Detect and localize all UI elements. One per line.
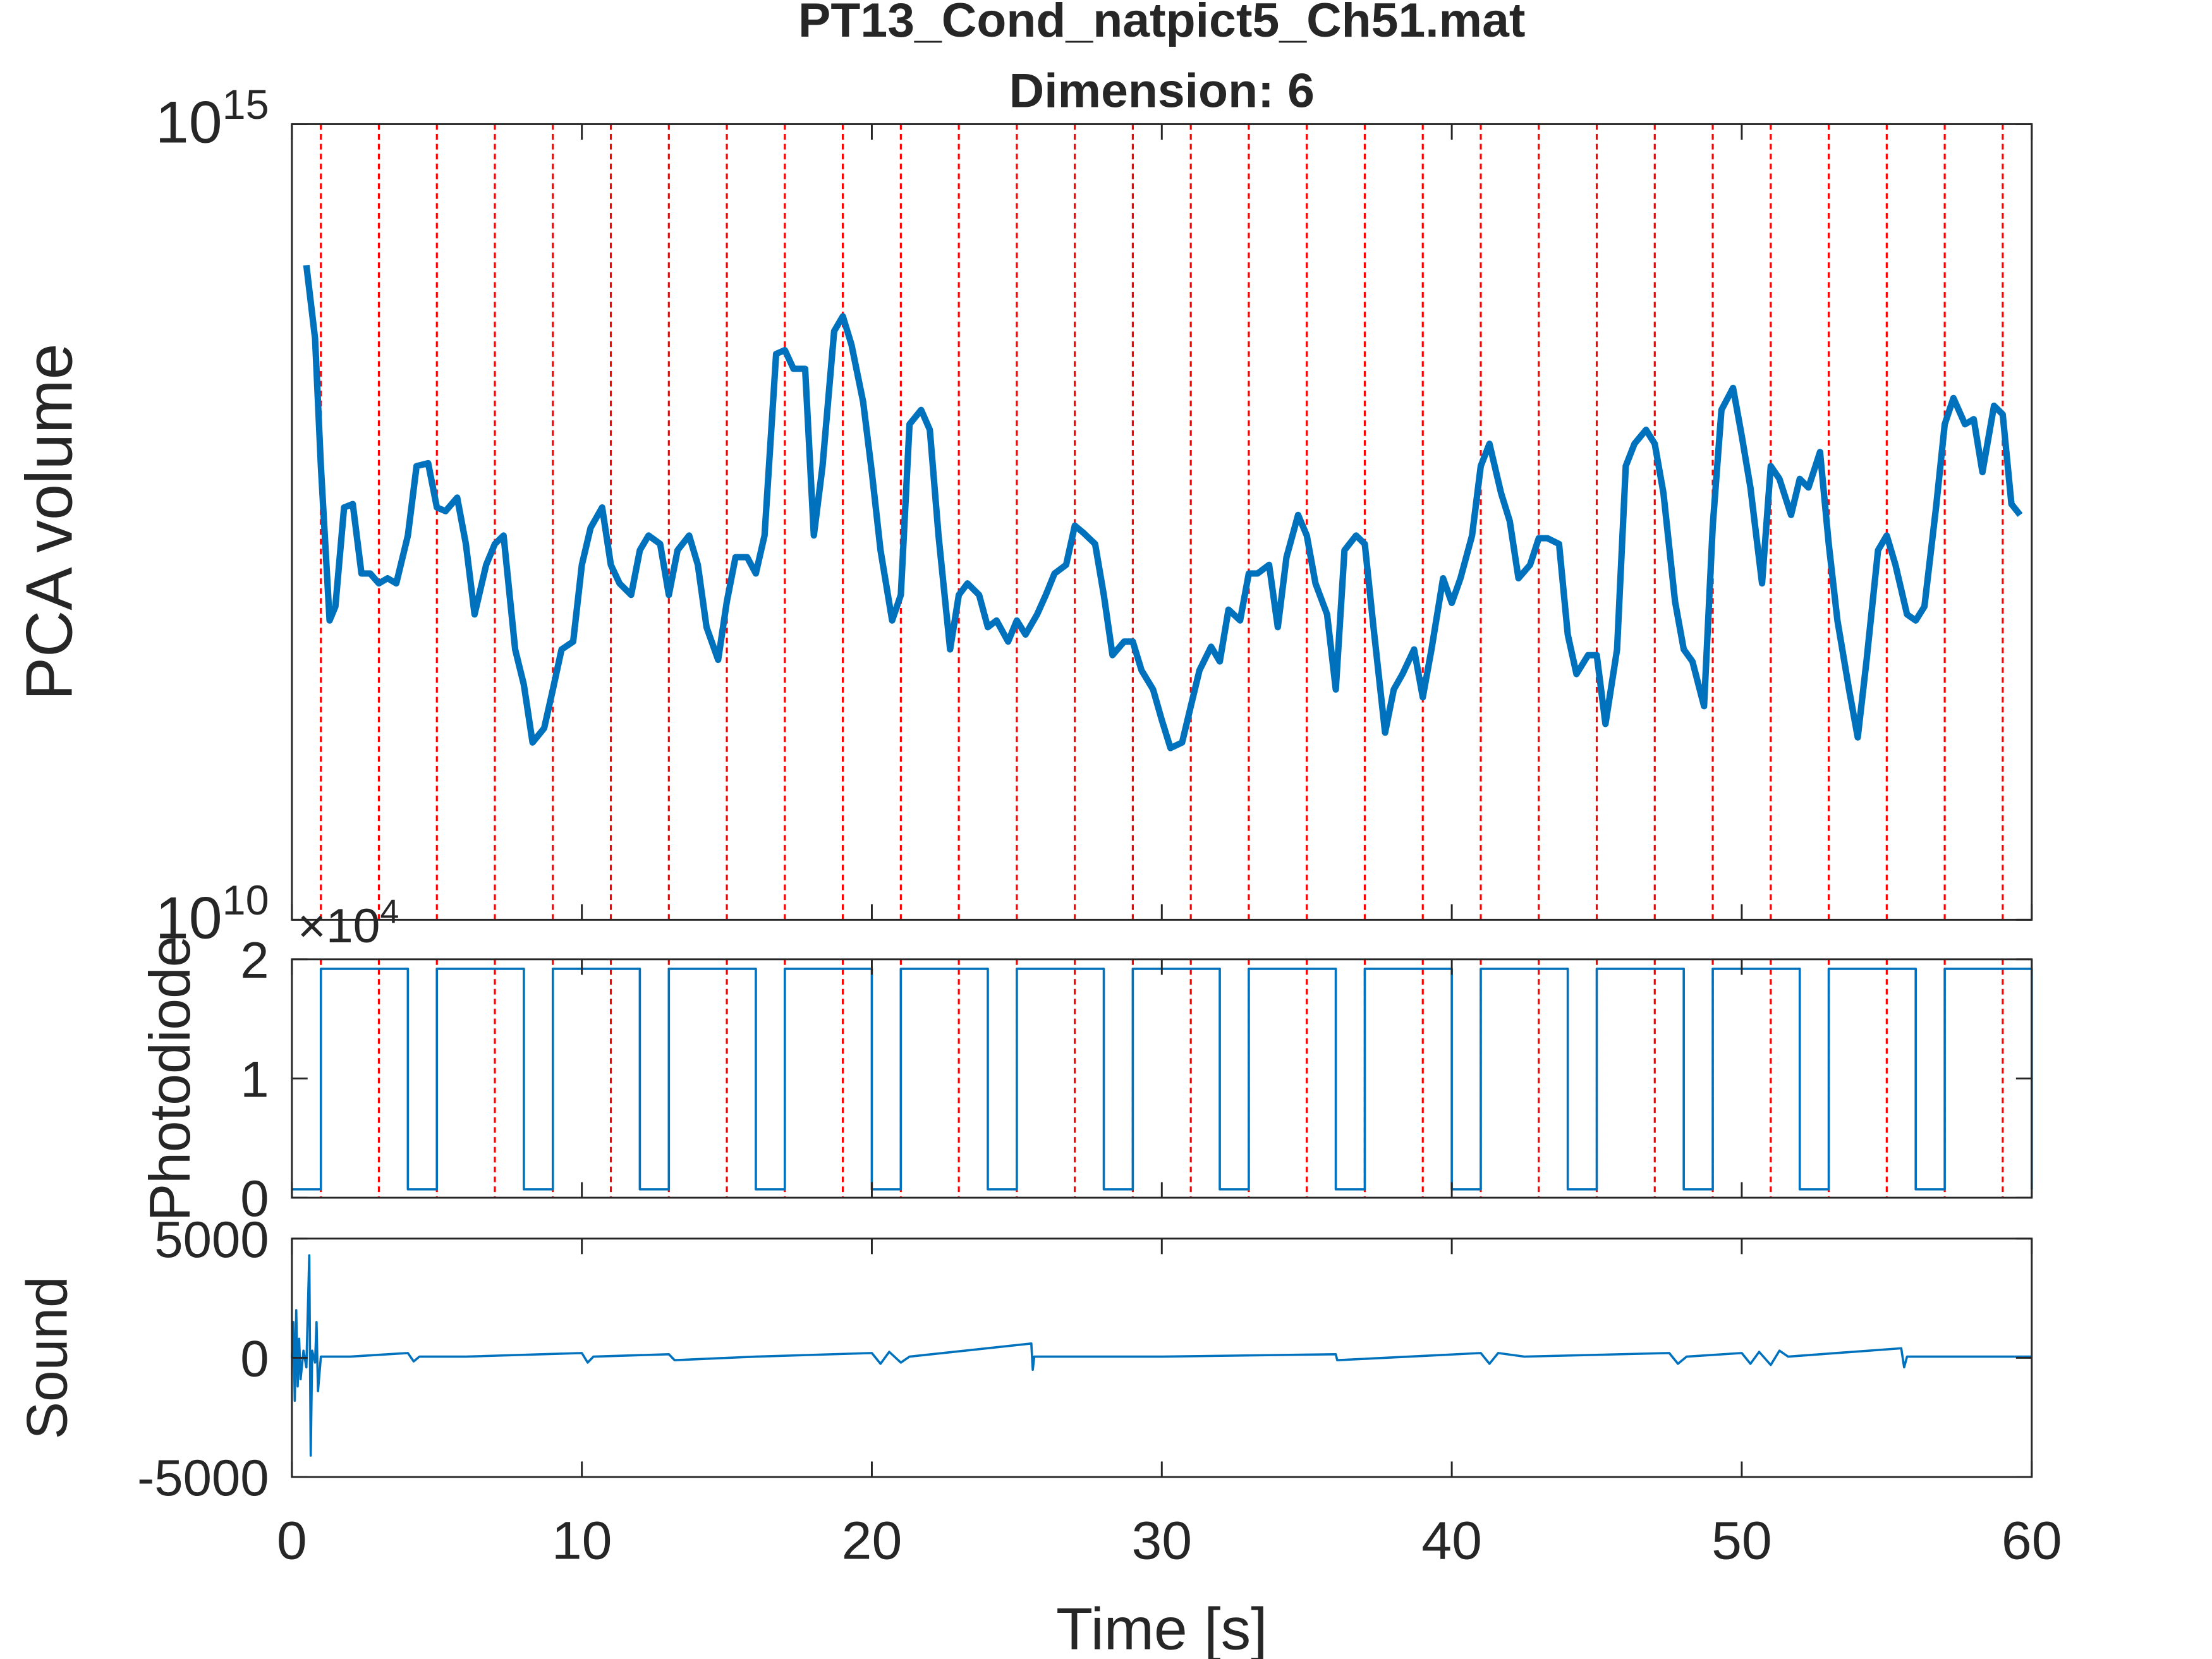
chart-title: Dimension: 6 [1009,64,1315,118]
plot-area [291,959,2032,1198]
x-tick-label: 30 [1131,1511,1192,1571]
y-tick-label: 1 [240,1052,269,1108]
y-multiplier: ×104 [298,894,399,953]
data-line [291,1254,2032,1457]
y-tick-label: -5000 [137,1450,269,1507]
x-tick-label: 0 [277,1511,307,1571]
x-tick-label: 50 [1711,1511,1772,1571]
x-tick-label: 10 [552,1511,612,1571]
y-tick-label: 1010 [155,877,269,951]
y-tick-label: 0 [240,1331,269,1387]
x-tick-label: 40 [1421,1511,1482,1571]
y-tick-label: 5000 [154,1212,269,1268]
y-axis-label: Photodiode [139,936,203,1222]
x-tick-label: 60 [2002,1511,2062,1571]
x-tick-label: 20 [842,1511,902,1571]
plot-area [291,124,2032,920]
plot-area [291,1238,2032,1478]
y-tick-label: 1015 [155,82,269,155]
data-line [291,968,2033,1191]
y-axis-label: PCA volume [12,343,86,700]
y-axis-label: Sound [16,1276,80,1439]
x-axis-label: Time [s] [1056,1596,1268,1659]
y-tick-label: 2 [240,932,269,988]
y-tick-label: 0 [240,1171,269,1227]
chart-title: PT13_Cond_natpict5_Ch51.mat [798,0,1525,47]
data-line [303,264,2023,751]
